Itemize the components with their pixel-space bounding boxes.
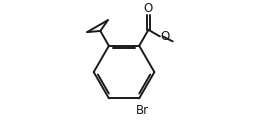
Text: Br: Br (136, 104, 149, 117)
Text: O: O (144, 2, 153, 15)
Text: O: O (161, 30, 170, 43)
